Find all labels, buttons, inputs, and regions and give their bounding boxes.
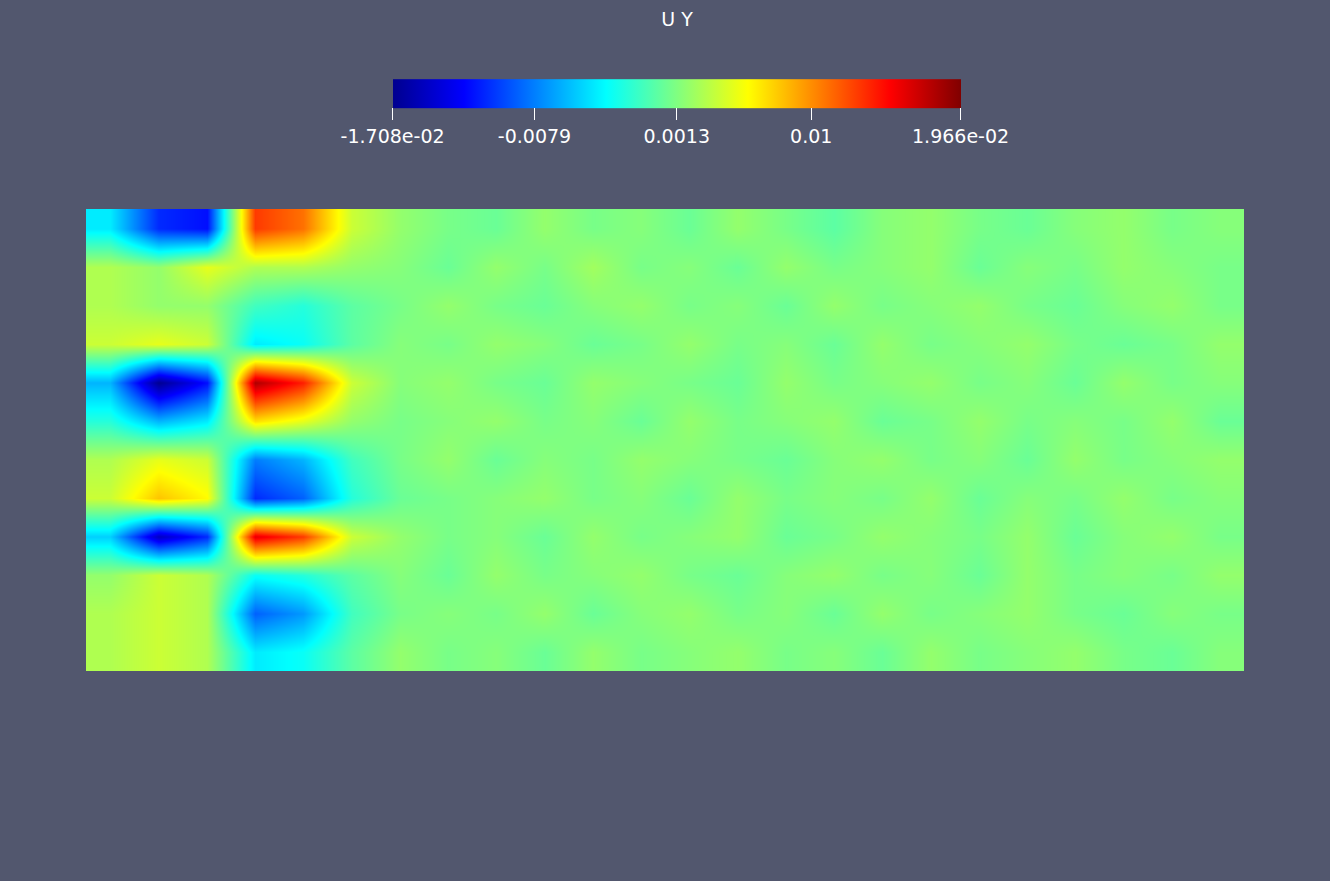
svg-text:-0.0079: -0.0079 — [498, 125, 571, 147]
svg-text:0.01: 0.01 — [790, 125, 832, 147]
svg-text:-1.708e-02: -1.708e-02 — [341, 125, 445, 147]
svg-text:1.966e-02: 1.966e-02 — [912, 125, 1009, 147]
svg-text:U Y: U Y — [661, 8, 693, 30]
svg-text:0.0013: 0.0013 — [643, 125, 709, 147]
